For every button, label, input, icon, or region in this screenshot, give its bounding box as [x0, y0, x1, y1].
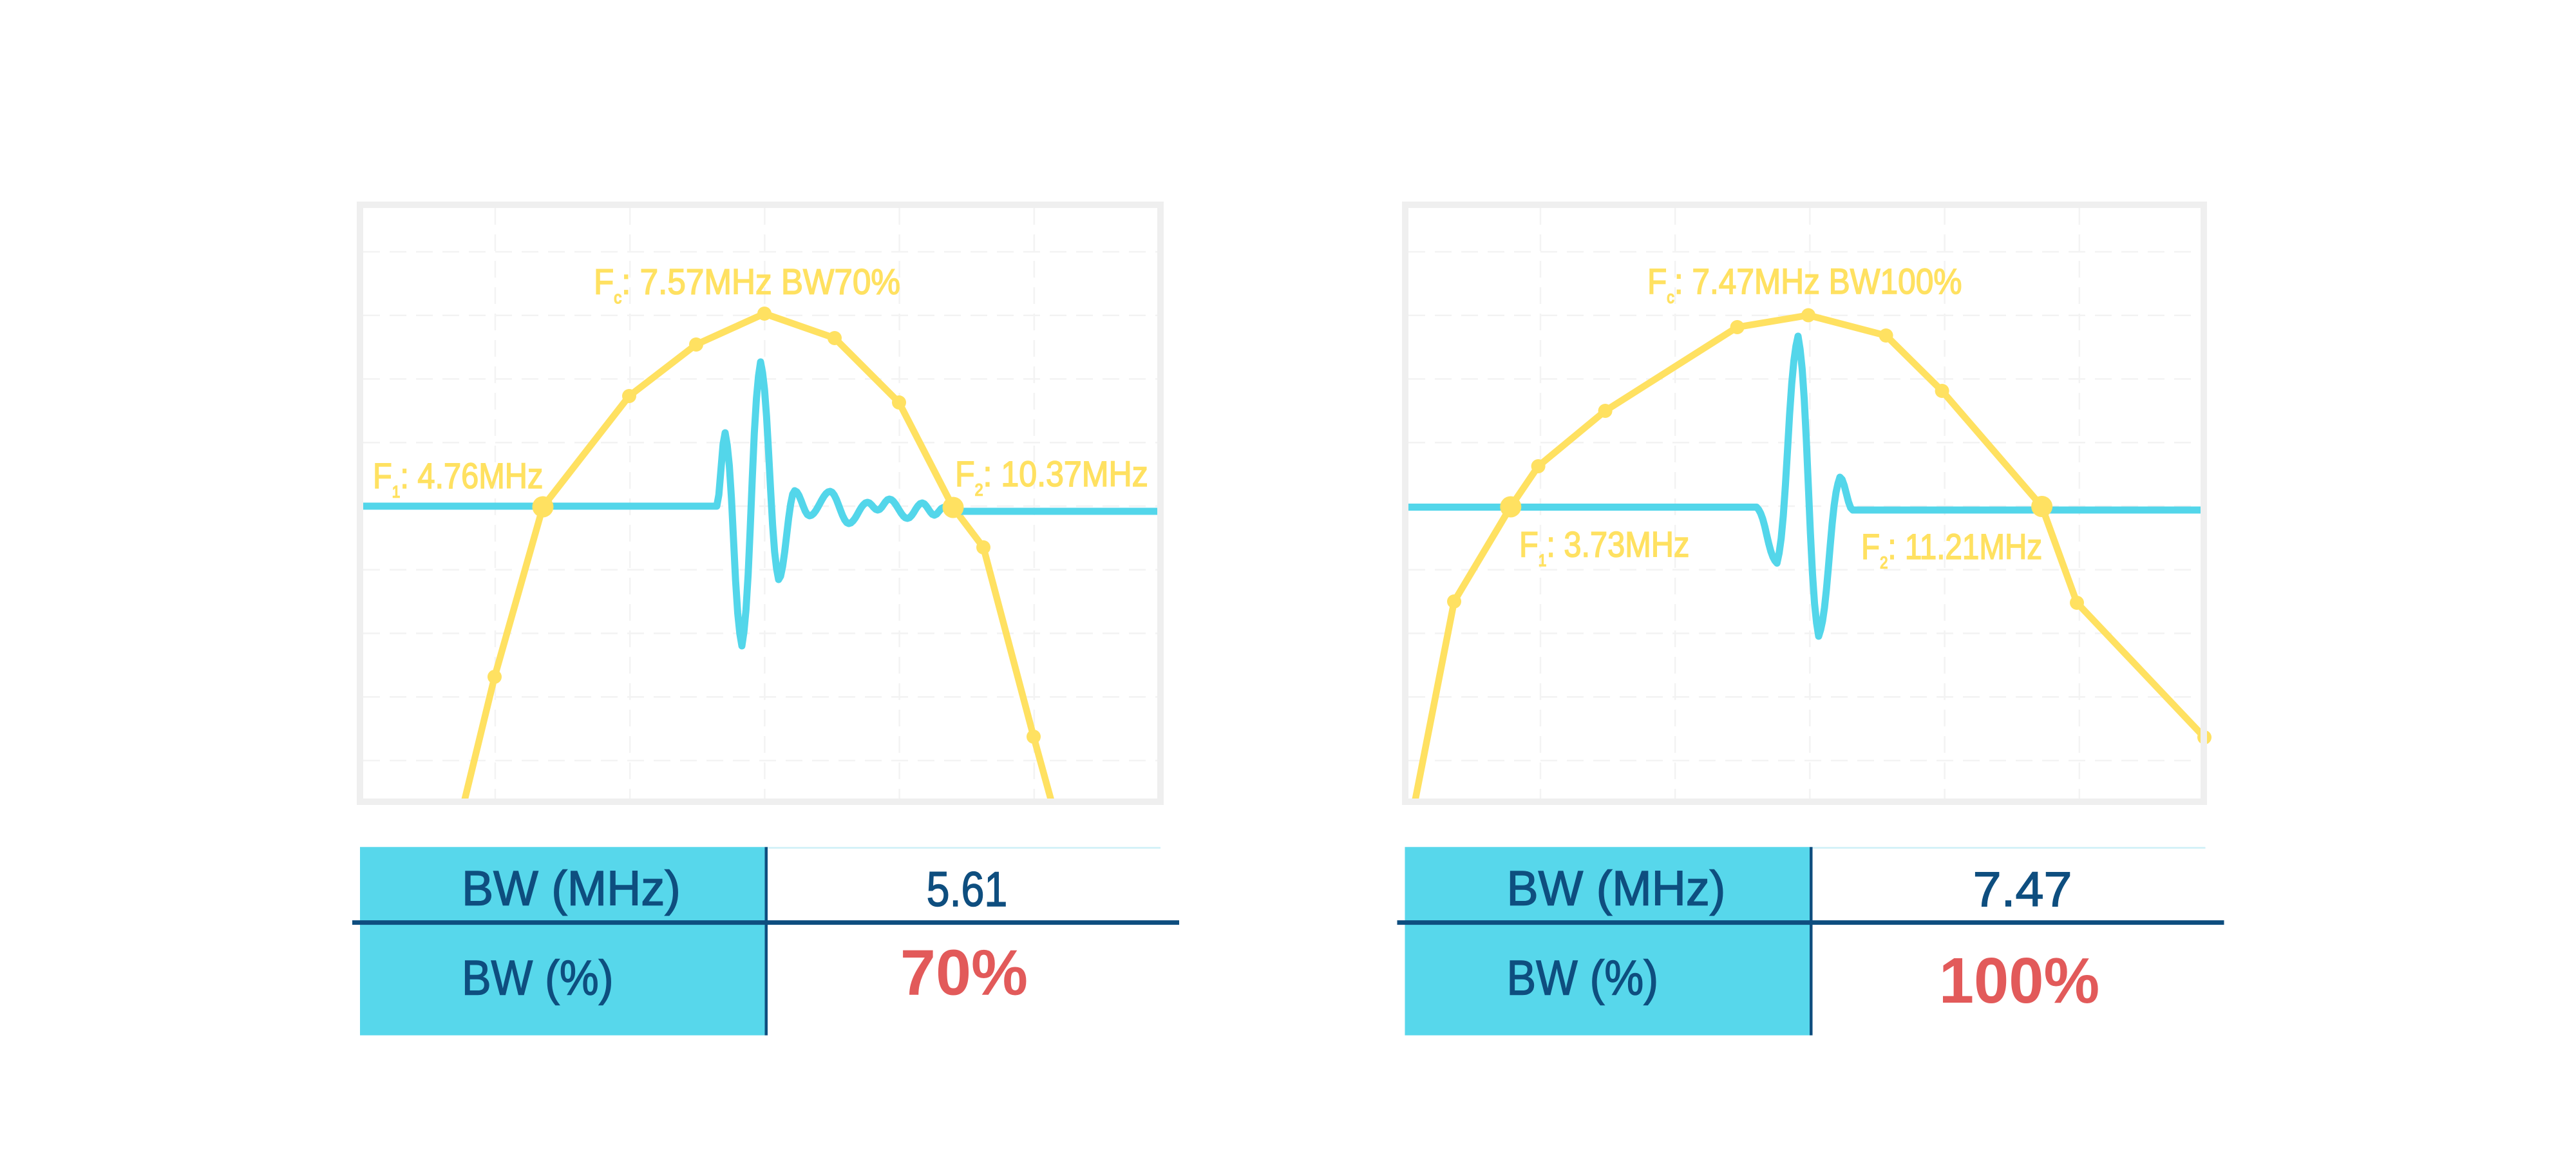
svg-text:BW (%): BW (%)	[462, 951, 614, 1005]
svg-text:BW (MHz): BW (MHz)	[1507, 860, 1726, 915]
svg-text:5.61: 5.61	[927, 862, 1008, 916]
svg-text:F1​: 3.73MHz: F1​: 3.73MHz	[1519, 525, 1689, 571]
svg-text:BW (MHz): BW (MHz)	[462, 860, 681, 915]
svg-text:F2​: 11.21MHz: F2​: 11.21MHz	[1861, 527, 2042, 572]
svg-text:F1​: 4.76MHz: F1​: 4.76MHz	[373, 456, 543, 502]
svg-text:Fc​: 7.47MHz BW100%: Fc​: 7.47MHz BW100%	[1647, 261, 1962, 307]
svg-text:7.47: 7.47	[1973, 862, 2072, 916]
svg-text:BW (%): BW (%)	[1507, 951, 1659, 1005]
svg-text:70%: 70%	[900, 937, 1028, 1009]
svg-text:F2​: 10.37MHz: F2​: 10.37MHz	[955, 454, 1148, 499]
svg-text:100%: 100%	[1939, 945, 2099, 1016]
svg-text:Fc​: 7.57MHz BW70%: Fc​: 7.57MHz BW70%	[594, 262, 900, 308]
